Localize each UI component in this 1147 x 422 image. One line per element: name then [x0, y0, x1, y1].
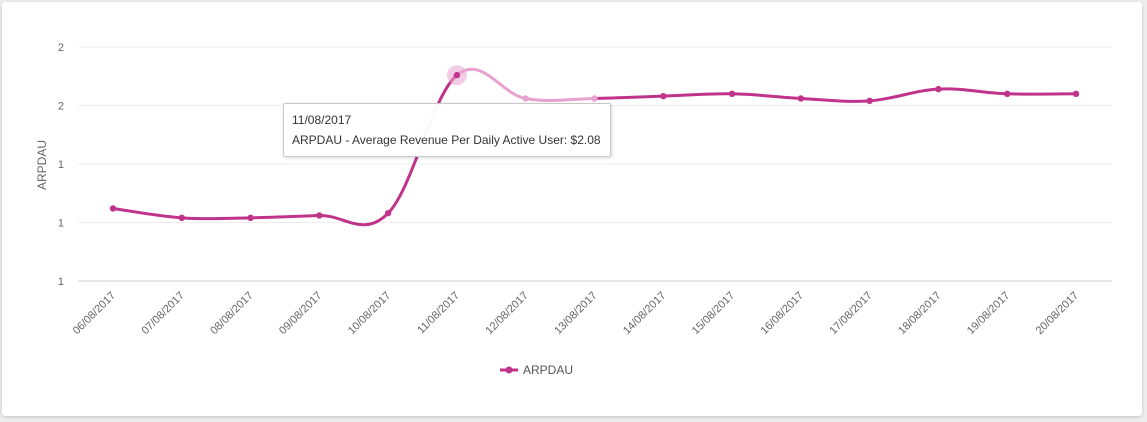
y-tick-label: 1 — [58, 276, 64, 288]
data-point[interactable] — [384, 209, 392, 217]
y-tick-label: 1 — [58, 159, 64, 171]
x-tick-label: 20/08/2017 — [1034, 290, 1081, 337]
legend[interactable]: ARPDAU — [500, 363, 573, 377]
data-point[interactable] — [109, 205, 117, 212]
x-tick-label: 13/08/2017 — [552, 290, 599, 337]
data-point[interactable] — [316, 212, 323, 219]
data-point[interactable] — [866, 97, 873, 105]
x-tick-label: 12/08/2017 — [483, 290, 530, 337]
data-point[interactable] — [660, 92, 667, 100]
x-tick-label: 18/08/2017 — [896, 290, 943, 337]
x-tick-label: 19/08/2017 — [965, 290, 1012, 337]
x-tick-label: 14/08/2017 — [621, 290, 668, 337]
chart-card — [2, 2, 1142, 416]
data-point[interactable] — [935, 85, 942, 93]
tooltip-date: 11/08/2017 — [292, 113, 352, 127]
y-tick-label: 2 — [58, 101, 64, 113]
data-point[interactable] — [797, 95, 805, 102]
data-point[interactable] — [728, 90, 736, 98]
y-tick-label: 2 — [58, 42, 64, 54]
data-point[interactable] — [178, 214, 185, 222]
data-point[interactable] — [1072, 90, 1080, 98]
data-point[interactable] — [453, 71, 461, 79]
data-point[interactable] — [1004, 90, 1011, 98]
legend-marker — [505, 366, 513, 374]
series-arpdau — [109, 65, 1080, 227]
x-tick-label: 06/08/2017 — [71, 290, 118, 337]
tooltip-value: ARPDAU - Average Revenue Per Daily Activ… — [292, 133, 601, 147]
x-tick-label: 10/08/2017 — [346, 290, 393, 337]
x-tick-label: 11/08/2017 — [415, 290, 462, 337]
data-tooltip: 11/08/2017 ARPDAU - Average Revenue Per … — [283, 103, 611, 157]
data-point[interactable] — [522, 95, 529, 102]
y-axis-title: ARPDAU — [35, 140, 49, 190]
x-tick-label: 17/08/2017 — [827, 290, 874, 337]
x-tick-label: 15/08/2017 — [690, 290, 737, 337]
data-point[interactable] — [247, 214, 254, 222]
y-tick-label: 1 — [58, 218, 64, 230]
x-tick-label: 09/08/2017 — [277, 290, 324, 337]
data-point[interactable] — [591, 95, 598, 102]
grid-lines — [78, 46, 1112, 282]
x-axis-ticks: 06/08/2017 07/08/2017 08/08/2017 09/08/2017… — [71, 290, 1081, 337]
x-tick-label: 08/08/2017 — [208, 290, 255, 337]
x-tick-label: 07/08/2017 — [139, 290, 186, 337]
legend-label: ARPDAU — [523, 363, 573, 377]
x-tick-label: 16/08/2017 — [759, 290, 806, 337]
y-axis-ticks: 1 1 1 2 2 — [58, 42, 64, 288]
